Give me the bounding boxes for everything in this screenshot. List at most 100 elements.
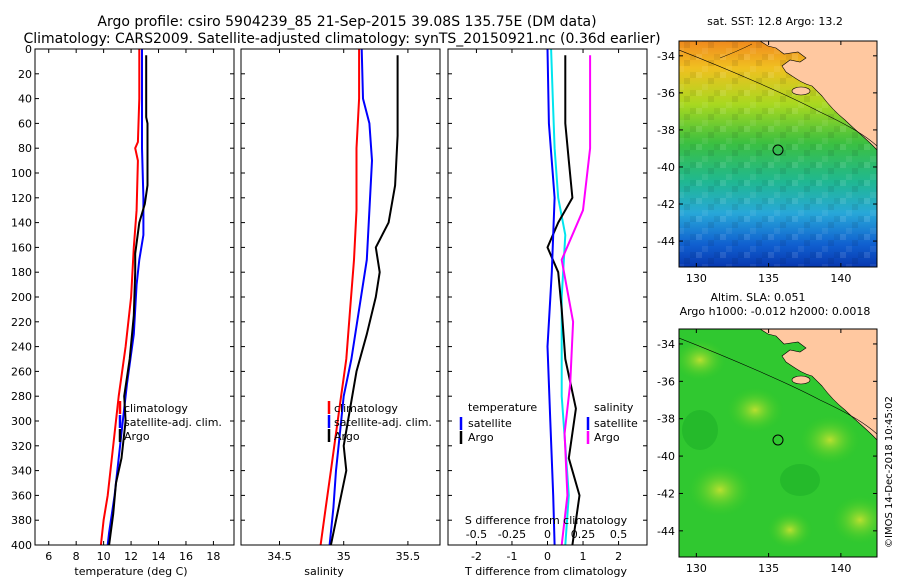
sla-map-frame: [678, 328, 878, 558]
sla-anomaly-1: [679, 338, 728, 382]
imos-credit: ©IMOS 14-Dec-2018 10:45:02: [884, 396, 895, 548]
lat-tick-label: -40: [657, 161, 675, 174]
depth-tick-label: 100: [11, 167, 32, 180]
sla-isobath: [679, 337, 877, 435]
difference-depth-ticks: -2 -1 0 1 2: [448, 48, 647, 563]
lat-tick-label: -42: [657, 198, 675, 211]
sla-anomaly-8: [780, 464, 820, 496]
depth-tick-label: 180: [11, 266, 32, 279]
sla-map-ticks: -34 -36 -38 -40 -42 -44 130 135 140: [657, 329, 877, 575]
sst-coastline: [719, 43, 753, 59]
sla-argo-location-marker: [772, 434, 784, 446]
lon-tick-label: 130: [686, 272, 707, 285]
temperature-legend: climatology satellite-adj. clim. Argo: [118, 401, 222, 443]
x-tick-label: 35.5: [396, 550, 421, 563]
series-argo: [108, 55, 149, 546]
depth-tick-label: 60: [18, 117, 32, 130]
x-tick-label: 0: [544, 550, 551, 563]
sla-anomaly-7: [682, 410, 718, 450]
lat-tick-label: -44: [657, 235, 675, 248]
x-tick-label: 2: [615, 550, 622, 563]
title-line-1: Argo profile: csiro 5904239_85 21-Sep-20…: [97, 14, 596, 30]
x-tick-label: 1: [580, 550, 587, 563]
x-tick-label: 18: [206, 550, 220, 563]
depth-tick-label: 280: [11, 390, 32, 403]
salinity-depth-ticks: 34.5 35 35.5: [241, 48, 440, 563]
salinity-difference-ticks: -0.5 -0.25 0 0.25 0.5: [466, 528, 628, 541]
series-satellite-adj-clim-: [328, 48, 373, 546]
series-argo: [329, 55, 399, 546]
lat-tick-label: -34: [657, 338, 675, 351]
legend-satellite-label: satellite-adj. clim.: [124, 416, 222, 429]
depth-tick-label: 300: [11, 415, 32, 428]
legend-t-satellite-label: satellite: [468, 417, 512, 430]
s-diff-tick-label: 0.25: [571, 528, 596, 541]
series-climatology: [99, 49, 141, 546]
sla-anomaly-5: [830, 494, 877, 546]
sst-isobath: [679, 49, 877, 147]
lat-tick-label: -36: [657, 375, 675, 388]
x-tick-label: 6: [45, 550, 52, 563]
legend-argo-label: Argo: [124, 430, 150, 443]
depth-tick-label: 0: [25, 43, 32, 56]
difference-axes-frame: [447, 48, 648, 546]
depth-tick-label: 220: [11, 316, 32, 329]
sst-map-frame: [678, 40, 878, 268]
series-s-satellite: [546, 48, 556, 546]
depth-axis: 0 20 40 60 80 100 120 140 160 180 200 220 240 260 280 3…: [11, 43, 234, 563]
s-diff-tick-label: 0: [544, 528, 551, 541]
salinity-panel: 34.5 35 35.5 climatology satellite-adj. cl…: [240, 48, 441, 578]
sla-island: [791, 375, 811, 385]
lat-tick-label: -36: [657, 87, 675, 100]
sst-map-title: sat. SST: 12.8 Argo: 13.2: [707, 15, 843, 28]
temperature-panel: 0 20 40 60 80 100 120 140 160 180 200 220 240 260 280 3…: [11, 43, 235, 578]
lon-tick-label: 135: [758, 562, 779, 575]
s-diff-tick-label: -0.5: [466, 528, 487, 541]
depth-tick-label: 360: [11, 489, 32, 502]
difference-panel: -2 -1 0 1 2 temperature satellite Argo salin…: [447, 48, 648, 578]
legend-salinity-title: salinity: [594, 401, 634, 414]
x-tick-label: 34.5: [267, 550, 292, 563]
x-tick-label: -2: [471, 550, 482, 563]
legend-climatology-label: climatology: [124, 402, 188, 415]
sst-island: [791, 86, 811, 96]
temperature-axes-frame: [34, 48, 235, 546]
depth-tick-label: 260: [11, 365, 32, 378]
x-tick-label: 8: [73, 550, 80, 563]
legend-s-satellite-label: satellite: [594, 417, 638, 430]
sla-anomaly-6: [766, 510, 814, 550]
legend-s-argo-label: Argo: [594, 431, 620, 444]
sst-map-ticks: -34 -36 -38 -40 -42 -44 130 135 140: [657, 41, 877, 285]
s-diff-tick-label: -0.25: [498, 528, 526, 541]
x-tick-label: -1: [506, 550, 517, 563]
salinity-legend: climatology satellite-adj. clim. Argo: [327, 401, 432, 443]
difference-legend-salinity: salinity satellite Argo: [586, 401, 638, 444]
sla-anomaly-2: [725, 386, 785, 434]
x-tick-label: 35: [337, 550, 351, 563]
lat-tick-label: -44: [657, 525, 675, 538]
sla-map-title-1: Altim. SLA: 0.051: [710, 291, 805, 304]
lon-tick-label: 135: [758, 272, 779, 285]
sla-anomaly-3: [798, 414, 862, 466]
series-climatology: [319, 49, 361, 546]
legend-t-argo-label: Argo: [468, 431, 494, 444]
sst-land-mass: [759, 41, 877, 151]
lat-tick-label: -40: [657, 450, 675, 463]
sst-map: sat. SST: 12.8 Argo: 13.2 -34 -36 -38 -40 -4…: [657, 15, 878, 285]
legend-temperature-title: temperature: [468, 401, 537, 414]
lat-tick-label: -38: [657, 124, 675, 137]
temperature-xlabel: temperature (deg C): [74, 565, 187, 578]
salinity-xlabel: salinity: [304, 565, 344, 578]
sal-legend-satellite-label: satellite-adj. clim.: [334, 416, 432, 429]
s-difference-label: S difference from climatology: [465, 514, 628, 527]
difference-lines: [546, 48, 592, 546]
depth-tick-label: 340: [11, 465, 32, 478]
lat-tick-label: -42: [657, 487, 675, 500]
depth-tick-label: 80: [18, 142, 32, 155]
lat-tick-label: -34: [657, 50, 675, 63]
t-difference-xlabel: T difference from climatology: [464, 565, 627, 578]
x-tick-label: 14: [152, 550, 166, 563]
lat-tick-label: -38: [657, 413, 675, 426]
x-tick-label: 12: [124, 550, 138, 563]
